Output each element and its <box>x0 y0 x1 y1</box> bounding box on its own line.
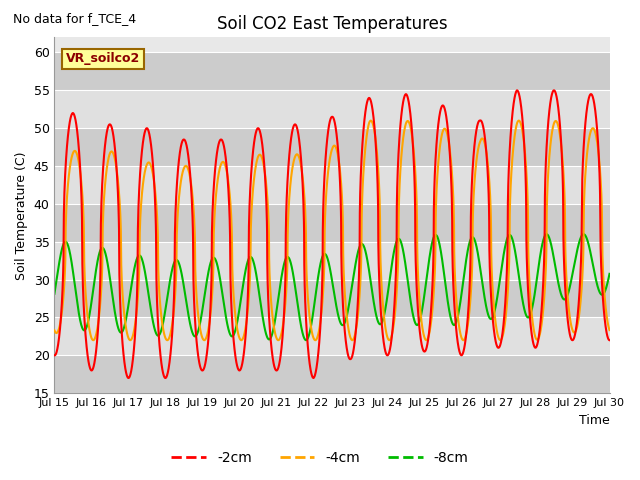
Bar <box>54 317 609 355</box>
X-axis label: Time: Time <box>579 414 609 427</box>
Bar <box>54 280 609 317</box>
Bar <box>54 128 609 166</box>
Title: Soil CO2 East Temperatures: Soil CO2 East Temperatures <box>217 15 447 33</box>
Bar <box>54 204 609 242</box>
Text: No data for f_TCE_4: No data for f_TCE_4 <box>13 12 136 25</box>
Bar <box>54 355 609 393</box>
Legend: -2cm, -4cm, -8cm: -2cm, -4cm, -8cm <box>166 445 474 471</box>
Bar <box>54 166 609 204</box>
Y-axis label: Soil Temperature (C): Soil Temperature (C) <box>15 151 28 279</box>
Text: VR_soilco2: VR_soilco2 <box>65 52 140 65</box>
Bar <box>54 52 609 90</box>
Bar <box>54 242 609 280</box>
Bar <box>54 90 609 128</box>
